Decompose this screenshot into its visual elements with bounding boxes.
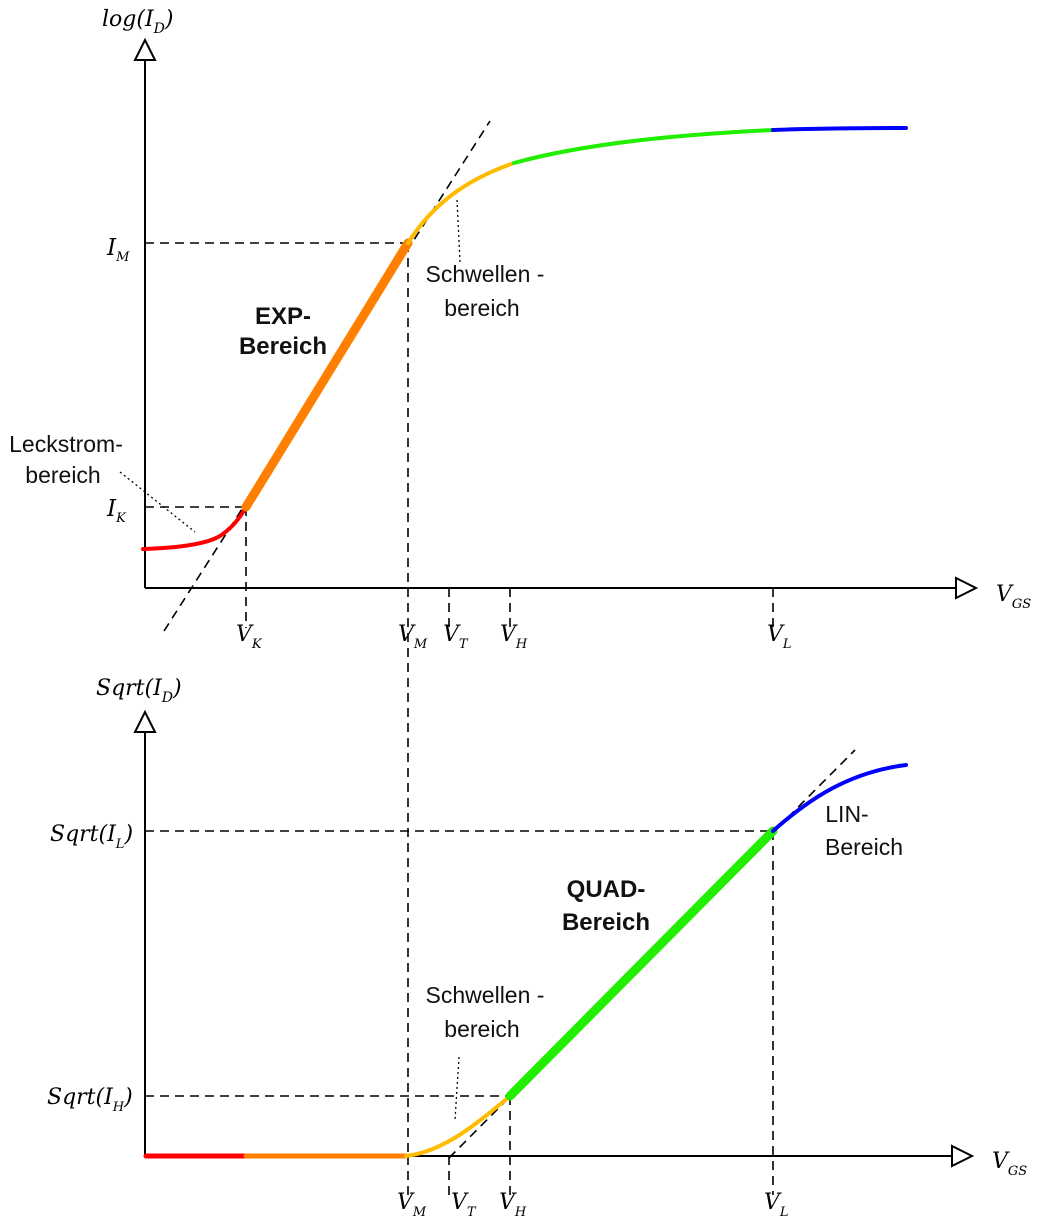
bottom-x-tick-vt: VT: [451, 1190, 477, 1220]
top-x-tick-vl: VL: [767, 622, 792, 652]
bottom-threshold-pointer: [454, 1056, 460, 1121]
bottom-x-axis-arrowhead: [951, 1144, 975, 1168]
top-threshold-pointer: [456, 199, 461, 263]
top-y-axis-title: log(ID): [102, 7, 173, 37]
top-exp-region-label-2: Bereich: [239, 333, 327, 360]
bottom-threshold-curve: [404, 1094, 512, 1158]
top-x-axis-arrowhead: [955, 576, 979, 600]
bottom-y-axis-arrowhead: [133, 709, 157, 733]
bottom-lin-region-label-2: Bereich: [825, 834, 903, 860]
bottom-y-axis-title: Sqrt(ID): [96, 676, 182, 706]
top-threshold-label-2: bereich: [444, 295, 519, 321]
top-quad-curve: [512, 128, 775, 165]
top-lin-curve: [771, 126, 908, 132]
top-exp-curve: [241, 238, 413, 512]
bottom-threshold-label-2: bereich: [444, 1016, 519, 1042]
top-x-axis-title: VGS: [996, 582, 1031, 612]
top-threshold-label-1: Schwellen -: [426, 261, 545, 287]
top-chart: log(ID) VGS IM IK VK VM VT VH VL EXP- Be…: [9, 7, 1031, 1155]
top-leakage-pointer: [119, 471, 196, 533]
bottom-y-tick-il: Sqrt(IL): [50, 822, 133, 852]
bottom-quad-curve: [505, 826, 778, 1101]
top-x-tick-vh: VH: [500, 622, 528, 652]
top-y-tick-im: IM: [106, 235, 130, 265]
top-x-tick-vt: VT: [443, 622, 469, 652]
bottom-x-tick-vh: VH: [499, 1190, 527, 1220]
bottom-x-tick-vm: VM: [397, 1190, 427, 1220]
top-y-axis-arrowhead: [133, 37, 157, 61]
top-y-tick-ik: IK: [106, 496, 127, 526]
bottom-threshold-label-1: Schwellen -: [426, 982, 545, 1008]
top-leakage-curve: [141, 505, 248, 551]
bottom-chart: Sqrt(ID) VGS Sqrt(IL) Sqrt(IH) VM VT VH …: [47, 676, 1027, 1220]
bottom-quad-region-label-1: QUAD-: [567, 876, 646, 903]
bottom-quad-region-label-2: Bereich: [562, 909, 650, 936]
top-threshold-curve: [406, 161, 516, 245]
bottom-x-axis-title: VGS: [992, 1149, 1027, 1179]
top-x-tick-vk: VK: [236, 622, 263, 652]
bottom-lin-curve: [771, 763, 908, 833]
bottom-x-tick-vl: VL: [764, 1190, 789, 1220]
top-exp-region-label-1: EXP-: [255, 303, 311, 330]
top-leakage-label-2: bereich: [25, 462, 100, 488]
bottom-y-tick-ih: Sqrt(IH): [47, 1085, 133, 1115]
top-x-tick-vm: VM: [398, 622, 428, 652]
top-leakage-label-1: Leckstrom-: [9, 431, 123, 457]
bottom-lin-region-label-1: LIN-: [825, 801, 868, 827]
